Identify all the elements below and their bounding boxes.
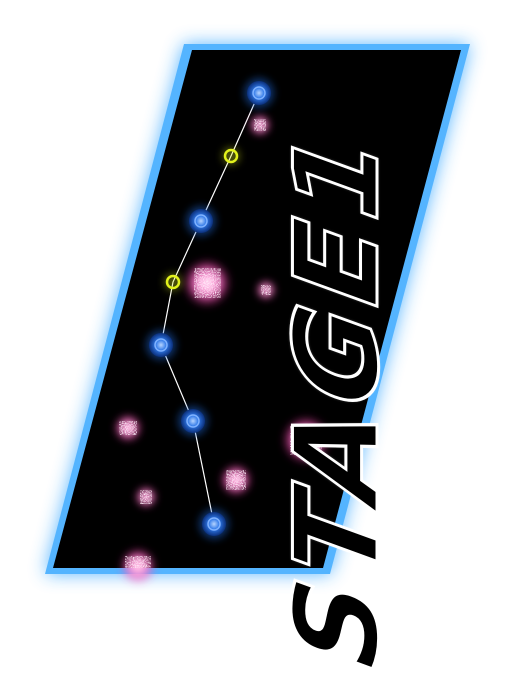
- stage-title: STAGE1: [269, 104, 407, 690]
- stage-node-5[interactable]: [199, 509, 229, 539]
- enemy-spark-4: [114, 414, 142, 442]
- stage-node-4[interactable]: [178, 406, 208, 436]
- waypoint-2: [164, 273, 182, 291]
- stage-node-3[interactable]: [146, 330, 176, 360]
- stage-node-2[interactable]: [186, 206, 216, 236]
- stage-node-1[interactable]: [244, 78, 274, 108]
- enemy-spark-3: [256, 280, 276, 300]
- enemy-spark-5: [282, 416, 330, 464]
- enemy-spark-6: [220, 464, 252, 496]
- enemy-spark-2: [183, 259, 231, 307]
- enemy-group: [114, 114, 330, 584]
- enemy-spark-8: [120, 548, 156, 584]
- playfield-panel: [53, 50, 461, 568]
- enemy-spark-7: [135, 486, 157, 508]
- enemy-spark-1: [249, 114, 271, 136]
- node-group: [146, 78, 274, 539]
- waypoint-1: [222, 147, 240, 165]
- waypoint-group: [164, 147, 240, 291]
- stage-map: [45, 44, 470, 584]
